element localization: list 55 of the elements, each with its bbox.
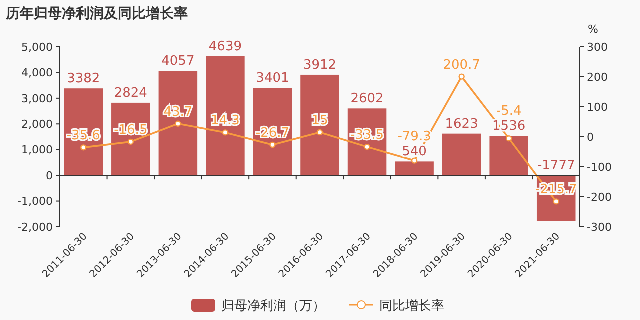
legend-label: 同比增长率 — [380, 298, 444, 314]
y2-tick-label: -100 — [587, 160, 612, 174]
data-label: 4639 — [208, 39, 242, 54]
data-label: 43.7 — [164, 104, 193, 120]
data-label: 2824 — [114, 86, 148, 101]
data-label: 2602 — [350, 92, 384, 107]
y-tick-label: 4,000 — [22, 66, 53, 80]
bar — [158, 71, 198, 176]
y2-tick-label: 200 — [587, 70, 608, 84]
point — [364, 144, 370, 150]
y-tick-label: 0 — [46, 169, 53, 182]
point — [458, 74, 465, 80]
bar — [442, 134, 482, 176]
point — [316, 129, 324, 136]
y-tick-label: -1,000 — [18, 195, 53, 208]
data-label: -16.5 — [114, 122, 148, 138]
data-label: 1623 — [445, 116, 478, 132]
data-label: 3401 — [256, 71, 290, 86]
y2-tick-label: -300 — [587, 220, 612, 234]
data-label: -1777 — [537, 158, 576, 174]
chart-title: 历年归母净利润及同比增长率 — [5, 5, 188, 22]
data-label: 15 — [312, 114, 328, 128]
y2-tick-label: 100 — [587, 100, 608, 114]
data-label: -35.6 — [66, 128, 100, 144]
data-label: -26.7 — [256, 126, 290, 142]
bar — [64, 88, 104, 176]
point — [270, 142, 276, 148]
y2-tick-label: 300 — [587, 40, 608, 54]
data-label: 3382 — [67, 72, 100, 87]
point — [175, 120, 182, 127]
y-tick-label: 3,000 — [22, 92, 53, 106]
bar — [253, 88, 292, 176]
y2-axis-title: % — [588, 23, 598, 36]
point — [128, 138, 134, 146]
y-tick-label: 1,000 — [22, 144, 53, 157]
data-label: 200.7 — [443, 58, 480, 73]
point — [80, 144, 87, 151]
data-label: 3912 — [303, 58, 337, 73]
point — [222, 130, 229, 136]
bar — [300, 74, 340, 176]
data-label: 14.3 — [210, 114, 240, 129]
bar — [395, 162, 434, 176]
point — [506, 136, 512, 142]
data-label: -5.4 — [496, 104, 522, 120]
y-tick-label: 2,000 — [22, 118, 53, 131]
y2-tick-label: 0 — [587, 130, 594, 144]
legend-label: 归母净利润（万） — [222, 299, 326, 314]
bar — [490, 136, 528, 176]
y-tick-label: 5,000 — [22, 40, 53, 54]
point — [553, 198, 560, 205]
bar — [206, 56, 245, 176]
y2-tick-label: -200 — [587, 190, 612, 204]
y-tick-label: -2,000 — [18, 220, 53, 234]
data-label: 4057 — [162, 54, 195, 70]
data-label: -33.5 — [350, 128, 384, 144]
